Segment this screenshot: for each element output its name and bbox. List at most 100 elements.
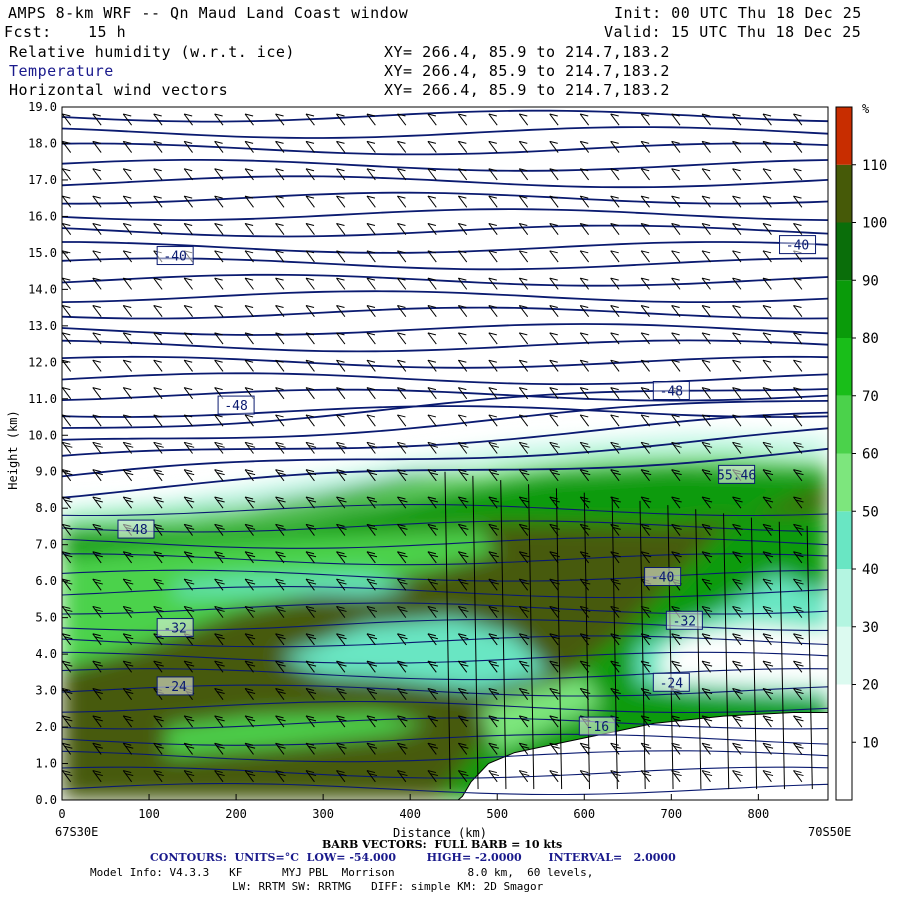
wind-barb-flag xyxy=(641,688,650,691)
wind-barb-flag xyxy=(244,332,254,336)
wind-barb xyxy=(640,441,650,454)
wind-barb-flag xyxy=(701,387,711,391)
wind-barb-flag xyxy=(275,195,284,199)
wind-barb xyxy=(701,113,711,126)
wind-barb-flag xyxy=(582,636,591,640)
wind-barb-flag xyxy=(612,663,621,667)
wind-barb xyxy=(610,332,620,345)
wind-barb xyxy=(762,387,772,400)
wind-barb-flag xyxy=(184,305,193,309)
wind-barb xyxy=(457,414,468,427)
wind-barb-flag xyxy=(732,359,741,363)
wind-barb xyxy=(671,359,681,372)
wind-barb-flag xyxy=(216,472,225,476)
wind-barb xyxy=(762,524,772,536)
wind-barb-flag xyxy=(123,469,132,473)
wind-barb xyxy=(457,387,468,400)
wind-barb xyxy=(488,277,498,290)
wind-barb-flag xyxy=(123,633,132,637)
wind-barb xyxy=(62,496,72,509)
wind-barb xyxy=(336,578,346,591)
wind-barb-flag xyxy=(246,663,256,667)
wind-barb xyxy=(244,168,254,181)
wind-barb-flag xyxy=(366,469,376,473)
wind-barb-flag xyxy=(305,414,315,418)
wind-barb xyxy=(336,359,346,372)
y-tick-label: 17.0 xyxy=(28,173,57,187)
wind-barb-flag xyxy=(366,660,376,664)
wind-barb-flag xyxy=(305,250,315,254)
wind-barb-flag xyxy=(641,469,650,473)
wind-barb-flag xyxy=(123,305,132,309)
wind-barb-flag xyxy=(244,523,254,527)
wind-barb xyxy=(671,551,681,564)
wind-barb-flag xyxy=(703,691,713,694)
wind-barb xyxy=(153,551,163,564)
wind-barb-flag xyxy=(153,277,162,281)
wind-barb-flag xyxy=(643,554,652,558)
wind-barb-flag xyxy=(92,660,101,664)
wind-barb xyxy=(153,141,163,153)
wind-barb-flag xyxy=(793,168,802,172)
wind-barb-flag xyxy=(488,113,497,117)
wind-barb xyxy=(336,606,346,618)
wind-barb xyxy=(762,359,772,372)
wind-barb xyxy=(183,168,193,181)
wind-barb-flag xyxy=(671,414,680,418)
wind-barb-flag xyxy=(549,578,558,582)
wind-barb xyxy=(762,715,772,728)
wind-barb-flag xyxy=(62,715,71,719)
wind-barb-flag xyxy=(275,688,284,691)
wind-barb-flag xyxy=(521,691,530,694)
wind-barb-flag xyxy=(92,305,101,309)
wind-barb-flag xyxy=(521,581,530,585)
wind-barb-flag xyxy=(397,469,406,473)
wind-barb-flag xyxy=(123,414,132,418)
wind-barb xyxy=(183,141,193,153)
wind-barb xyxy=(122,250,133,263)
wind-barb xyxy=(610,195,620,208)
wind-barb xyxy=(305,277,315,290)
wind-barb xyxy=(397,633,407,646)
wind-barb xyxy=(427,715,437,728)
contour-label-box xyxy=(644,567,682,587)
wind-barb xyxy=(732,305,742,318)
wind-barb xyxy=(549,660,559,673)
wind-barb-flag xyxy=(762,140,772,144)
wind-barb-flag xyxy=(490,444,499,448)
wind-barb-flag xyxy=(397,578,406,582)
wind-barb-flag xyxy=(458,441,467,445)
wind-barb-flag xyxy=(336,551,345,555)
wind-barb xyxy=(214,660,224,673)
wind-barb xyxy=(701,688,711,700)
wind-barb-flag xyxy=(519,715,528,719)
wind-barb xyxy=(701,469,711,482)
wind-barb-flag xyxy=(793,578,802,582)
wind-barb-flag xyxy=(125,773,134,777)
wind-barb-flag xyxy=(641,113,650,117)
wind-barb xyxy=(275,168,285,181)
wind-barb-flag xyxy=(732,770,741,774)
field-xy-rh: XY= 266.4, 85.9 to 214.7,183.2 xyxy=(384,43,670,61)
wind-barb-flag xyxy=(612,526,621,530)
wind-barb-flag xyxy=(734,608,743,612)
wind-barb-flag xyxy=(427,305,437,309)
wind-barb-flag xyxy=(460,472,469,476)
wind-barb-flag xyxy=(307,773,317,777)
wind-barb-flag xyxy=(488,715,497,719)
wind-barb-flag xyxy=(732,660,741,664)
wind-barb xyxy=(62,332,72,345)
wind-barb-column xyxy=(667,505,674,790)
wind-barb-flag xyxy=(521,499,530,503)
wind-barb-flag xyxy=(336,770,345,774)
wind-barb-flag xyxy=(793,332,802,336)
wind-barb-flag xyxy=(214,715,223,719)
wind-barb xyxy=(732,633,742,646)
wind-barb xyxy=(427,578,437,591)
wind-barb xyxy=(153,277,163,290)
wind-barb-flag xyxy=(244,441,254,445)
wind-barb-flag xyxy=(458,551,467,555)
wind-barb-flag xyxy=(488,250,497,254)
wind-barb xyxy=(793,168,803,181)
wind-barb xyxy=(610,277,620,290)
